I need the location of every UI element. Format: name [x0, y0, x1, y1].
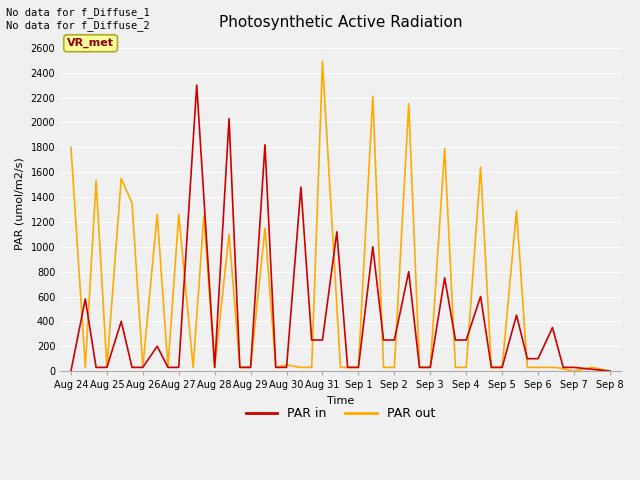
X-axis label: Time: Time: [327, 396, 354, 406]
Y-axis label: PAR (umol/m2/s): PAR (umol/m2/s): [15, 157, 25, 250]
Legend: PAR in, PAR out: PAR in, PAR out: [241, 402, 440, 425]
Title: Photosynthetic Active Radiation: Photosynthetic Active Radiation: [219, 15, 462, 30]
Text: No data for f_Diffuse_1
No data for f_Diffuse_2: No data for f_Diffuse_1 No data for f_Di…: [6, 7, 150, 31]
Text: VR_met: VR_met: [67, 38, 114, 48]
